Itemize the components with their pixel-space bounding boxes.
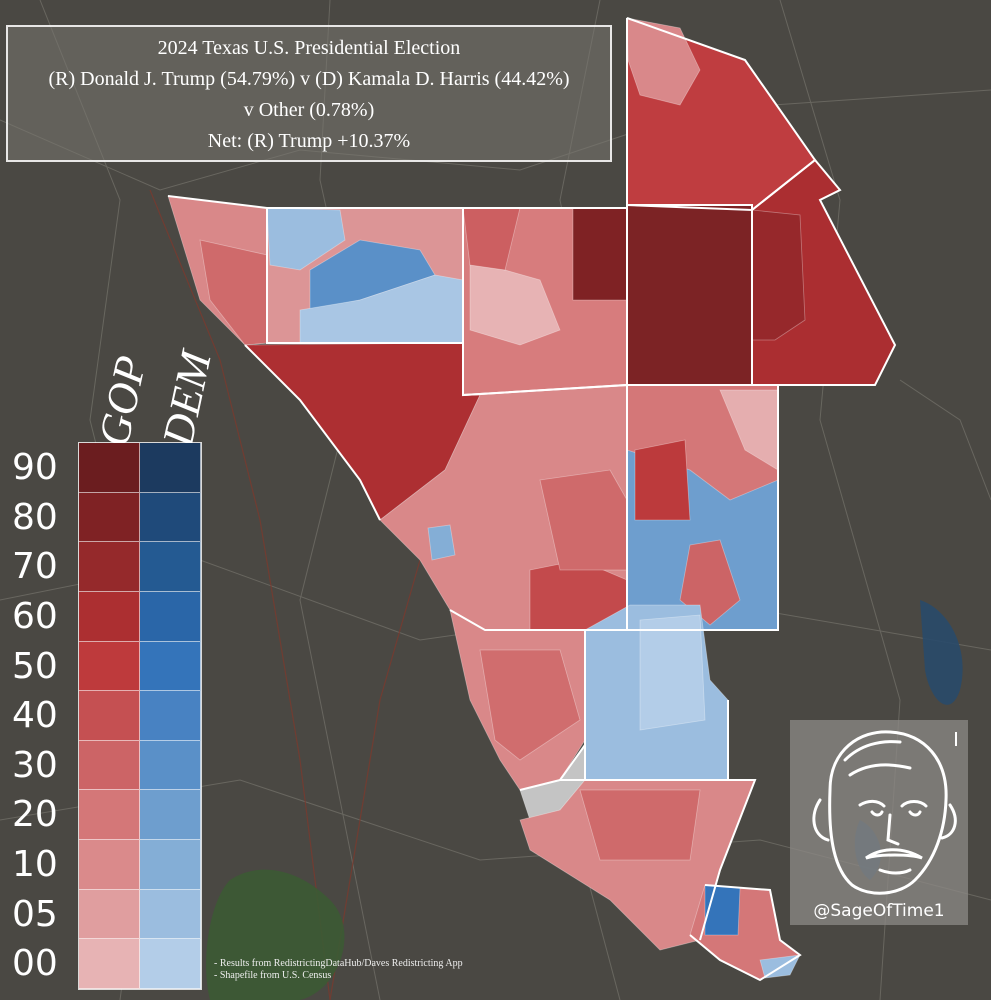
legend-dem-swatch [140, 939, 201, 990]
title-line-3: v Other (0.78%) [243, 99, 375, 121]
district-central-dark [626, 204, 753, 386]
legend-level-label: 10 [12, 844, 58, 886]
district-lower-central-dark [479, 649, 581, 761]
legend-level-label: 50 [12, 645, 58, 687]
legend-gop-swatch [79, 939, 140, 990]
legend-dem-swatch [140, 542, 201, 592]
legend-level-label: 00 [12, 943, 58, 985]
title-box: 2024 Texas U.S. Presidential Election (R… [6, 25, 612, 162]
watermark-handle: @SageOfTime1 [813, 901, 945, 921]
legend-dem-swatch [140, 889, 201, 940]
watermark: @SageOfTime1 [790, 720, 968, 925]
legend-gop-swatch [79, 641, 140, 692]
legend-gop-swatch [79, 691, 140, 741]
legend-level-label: 80 [12, 496, 58, 538]
legend-gop-swatch [79, 492, 140, 543]
legend-dem-swatch [140, 641, 201, 692]
legend-gop-swatch [79, 542, 140, 592]
district-rgv-blue [704, 884, 741, 936]
district-metro-blue [427, 524, 456, 561]
legend-gop-swatch [79, 840, 140, 890]
district-northwest-blue [266, 207, 346, 271]
legend-gop-column [79, 443, 140, 990]
legend-gop-swatch [79, 740, 140, 791]
legend-dem-swatch [140, 591, 201, 642]
legend-dem-swatch [140, 840, 201, 890]
portrait-logo [812, 730, 957, 895]
legend-gop-swatch [79, 443, 140, 493]
legend-level-label: 70 [12, 546, 58, 588]
credit-results: - Results from RedistrictingDataHub/Dave… [214, 958, 463, 969]
district-north-central-light [469, 259, 561, 346]
legend-gop-swatch [79, 591, 140, 642]
title-line-2: (R) Donald J. Trump (54.79%) v (D) Kamal… [48, 68, 570, 90]
legend-level-label: 05 [12, 893, 58, 935]
legend-dem-swatch [140, 443, 201, 493]
district-north-central-dark [572, 207, 628, 301]
legend-level-label: 90 [12, 447, 58, 488]
district-south-dark [579, 789, 701, 861]
credits: - Results from RedistrictingDataHub/Dave… [214, 958, 463, 982]
legend-dem-swatch [140, 691, 201, 741]
district-east-central-red [634, 439, 691, 521]
legend-gop-swatch [79, 790, 140, 841]
legend-level-label: 20 [12, 794, 58, 836]
title-line-4: Net: (R) Trump +10.37% [207, 130, 411, 152]
legend-dem-swatch [140, 740, 201, 791]
district-west-mid [199, 239, 268, 346]
credit-shapefile: - Shapefile from U.S. Census [214, 970, 332, 981]
legend-gop-swatch [79, 889, 140, 940]
title-line-1: 2024 Texas U.S. Presidential Election [157, 37, 461, 59]
district-lower-blue-light [639, 614, 706, 731]
legend-level-label: 60 [12, 595, 58, 637]
district-east-central-red2 [679, 539, 741, 626]
legend [78, 442, 202, 990]
legend-level-label: 30 [12, 744, 58, 786]
district-east-core [751, 209, 806, 341]
legend-dem-swatch [140, 492, 201, 543]
legend-dem-swatch [140, 790, 201, 841]
legend-dem-column [140, 443, 201, 990]
legend-level-label: 40 [12, 695, 58, 737]
